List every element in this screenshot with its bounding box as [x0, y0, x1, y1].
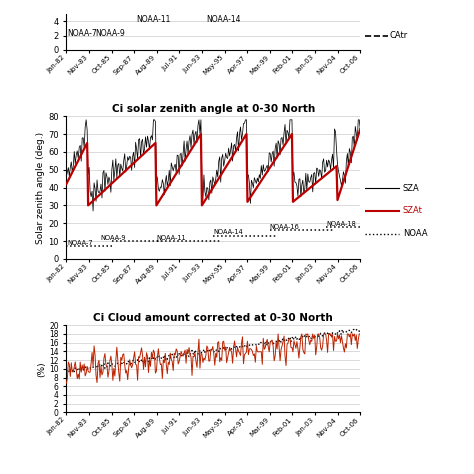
Text: NOAA-9: NOAA-9 [96, 29, 126, 38]
Y-axis label: (%): (%) [37, 361, 46, 377]
Text: NOAA-18: NOAA-18 [326, 220, 356, 227]
Text: NOAA-14: NOAA-14 [207, 15, 241, 24]
Text: NOAA-7: NOAA-7 [67, 29, 97, 38]
Text: SZA: SZA [403, 184, 419, 192]
Text: NOAA-16: NOAA-16 [270, 224, 300, 230]
Text: SZAt: SZAt [403, 207, 423, 215]
Title: Ci solar zenith angle at 0-30 North: Ci solar zenith angle at 0-30 North [112, 104, 315, 114]
Text: CAtr: CAtr [390, 31, 408, 40]
Text: NOAA-9: NOAA-9 [100, 235, 126, 241]
Text: NOAA-11: NOAA-11 [137, 15, 171, 24]
Text: NOAA-11: NOAA-11 [157, 235, 186, 241]
Title: Ci Cloud amount corrected at 0-30 North: Ci Cloud amount corrected at 0-30 North [93, 313, 333, 323]
Text: NOAA-7: NOAA-7 [67, 240, 93, 246]
Text: NOAA: NOAA [403, 229, 428, 238]
Text: NOAA-14: NOAA-14 [213, 229, 243, 236]
Y-axis label: Solar zenith angle (deg.): Solar zenith angle (deg.) [36, 131, 46, 244]
